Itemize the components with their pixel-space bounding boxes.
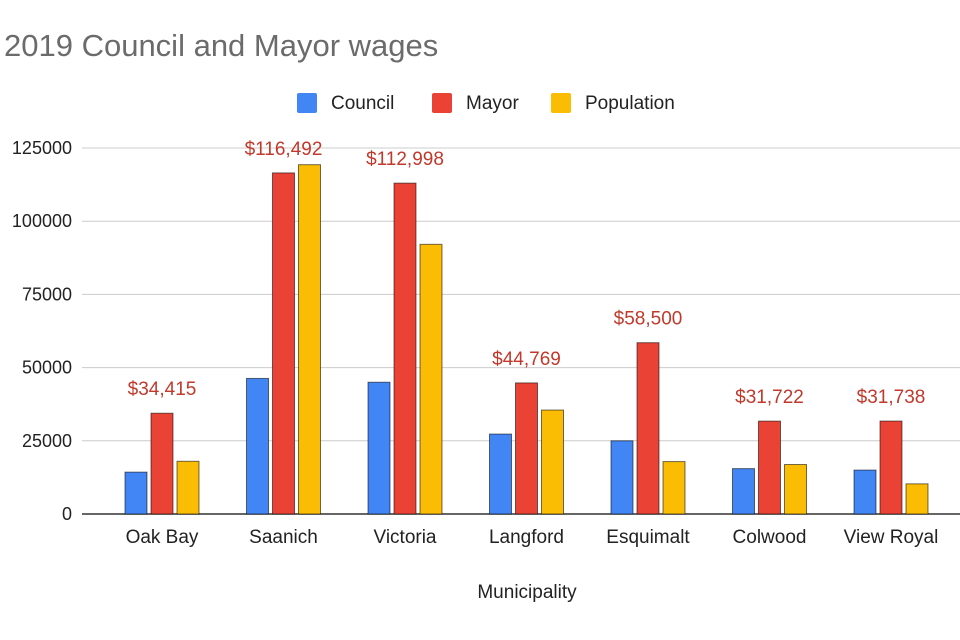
legend-swatch-mayor	[432, 93, 452, 113]
mayor-wage-annotation: $31,722	[735, 387, 804, 408]
bar-council-colwood	[732, 468, 755, 515]
bar-population-colwood	[784, 464, 807, 515]
x-tick-label: Oak Bay	[126, 527, 199, 548]
bar-population-esquimalt	[662, 461, 686, 515]
bar-council-victoria	[367, 381, 391, 515]
legend-label-population: Population	[585, 93, 675, 114]
x-tick-label: Langford	[489, 527, 564, 548]
legend-swatch-council	[297, 93, 317, 113]
y-tick-label: 50000	[22, 358, 72, 378]
y-tick-label: 100000	[12, 211, 72, 231]
legend-label-mayor: Mayor	[466, 93, 519, 114]
bar-population-view-royal	[905, 483, 929, 515]
bar-council-view-royal	[853, 469, 877, 515]
bars-layer	[124, 164, 929, 515]
bar-council-saanich	[246, 377, 269, 515]
y-tick-label: 125000	[12, 138, 72, 158]
chart-title: 2019 Council and Mayor wages	[4, 28, 439, 63]
bar-population-victoria	[419, 243, 443, 515]
y-tick-label: 0	[62, 504, 72, 524]
bar-mayor-oak-bay	[150, 412, 174, 515]
bar-mayor-view-royal	[879, 420, 903, 515]
legend-label-council: Council	[331, 93, 394, 114]
bar-mayor-victoria	[393, 182, 417, 515]
x-tick-label: View Royal	[844, 527, 939, 548]
x-tick-label: Victoria	[373, 527, 436, 548]
mayor-wage-annotation: $116,492	[245, 139, 323, 160]
x-tick-label: Saanich	[249, 527, 318, 548]
y-tick-label: 75000	[22, 284, 72, 304]
mayor-wage-annotation: $44,769	[492, 349, 561, 370]
grid-layer: 0 25000 50000 75000 100000 125000	[12, 138, 960, 524]
bar-mayor-saanich	[272, 172, 295, 515]
mayor-wage-annotation: $112,998	[366, 149, 444, 170]
bar-population-langford	[541, 409, 564, 515]
bar-population-saanich	[298, 164, 321, 515]
legend: Council Mayor Population	[297, 93, 675, 114]
labels-layer: Oak Bay $34,415 Saanich $116,492 Victoria $11…	[126, 139, 939, 548]
mayor-wage-annotation: $31,738	[857, 387, 926, 408]
x-tick-label: Colwood	[733, 527, 807, 548]
bar-population-oak-bay	[176, 460, 200, 515]
bar-mayor-langford	[515, 382, 538, 515]
bar-council-oak-bay	[124, 471, 148, 515]
mayor-wage-annotation: $58,500	[614, 309, 683, 330]
bar-mayor-esquimalt	[636, 342, 660, 515]
y-tick-label: 25000	[22, 431, 72, 451]
bar-council-esquimalt	[610, 440, 634, 515]
x-axis-label: Municipality	[477, 582, 577, 603]
bar-council-langford	[489, 433, 512, 515]
mayor-wage-annotation: $34,415	[128, 379, 197, 400]
x-tick-label: Esquimalt	[606, 527, 690, 548]
legend-swatch-population	[551, 93, 571, 113]
bar-mayor-colwood	[758, 420, 781, 515]
